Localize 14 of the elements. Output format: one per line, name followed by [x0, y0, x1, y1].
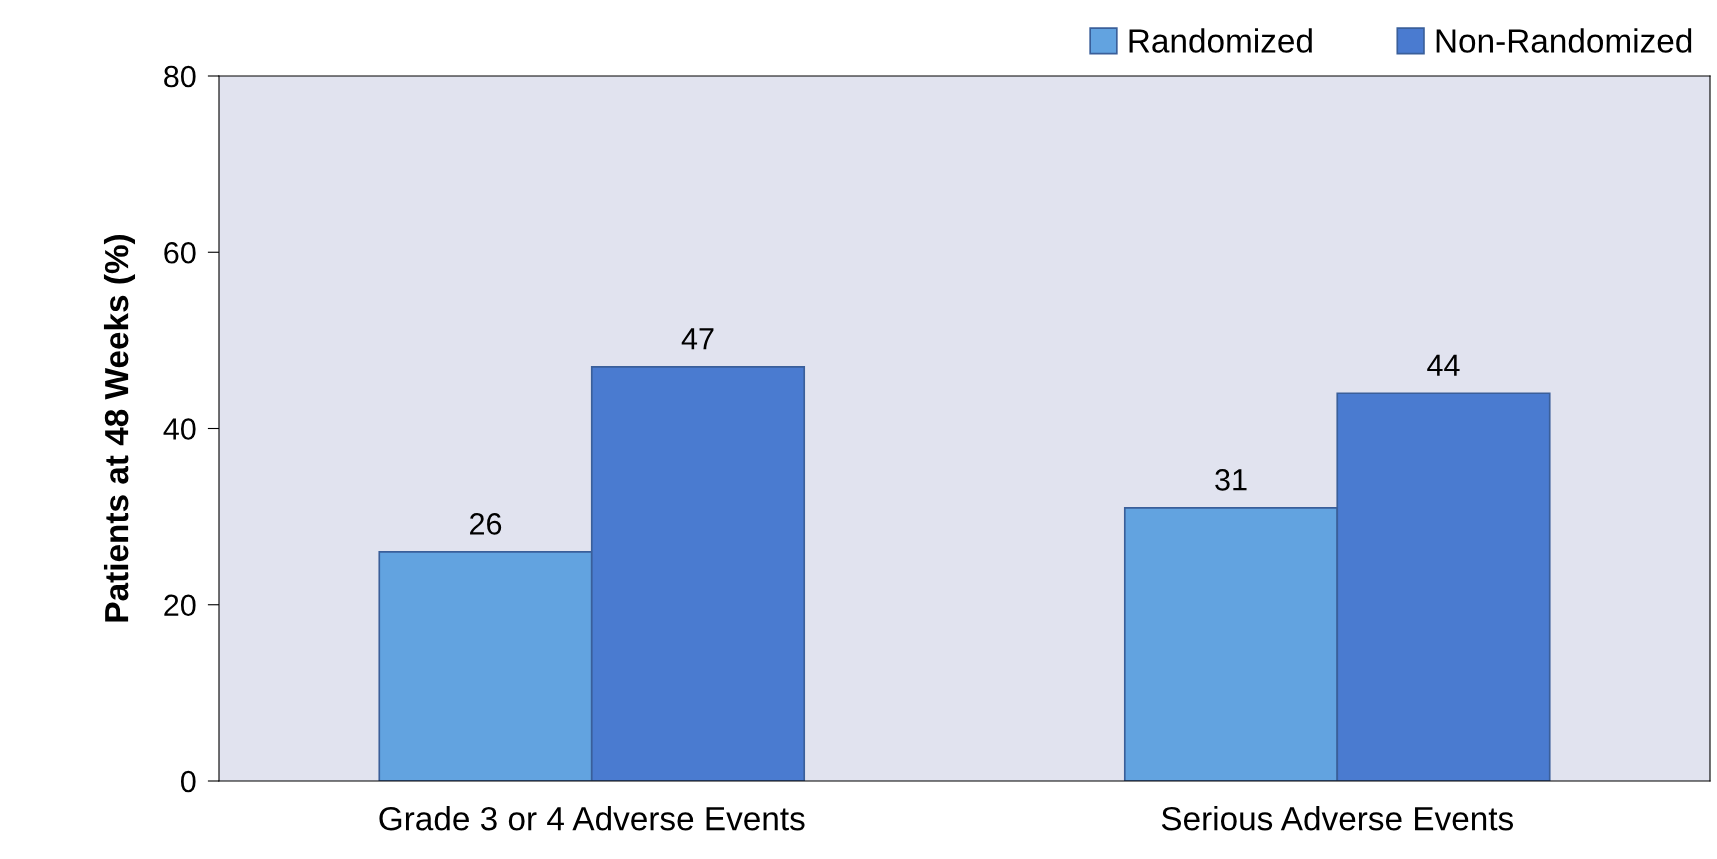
legend-label: Randomized: [1129, 28, 1312, 53]
x-tick-label: Grade 3 or 4 Adverse Events: [379, 806, 805, 831]
y-tick-label: 40: [163, 418, 196, 440]
y-tick-label: 60: [164, 241, 196, 264]
data-label: 44: [1427, 354, 1460, 376]
x-tick-label: Serious Adverse Events: [1161, 806, 1513, 831]
y-axis-title: Patients at 48 Weeks (%): [103, 234, 136, 622]
legend-label: Non-Randomized: [1436, 28, 1692, 53]
y-tick-label: 20: [164, 594, 196, 617]
data-label: 31: [1215, 469, 1247, 491]
data-label: 47: [681, 328, 714, 350]
y-tick-label: 0: [180, 770, 196, 793]
y-tick-label: 80: [164, 65, 196, 88]
data-label: 26: [470, 513, 502, 535]
